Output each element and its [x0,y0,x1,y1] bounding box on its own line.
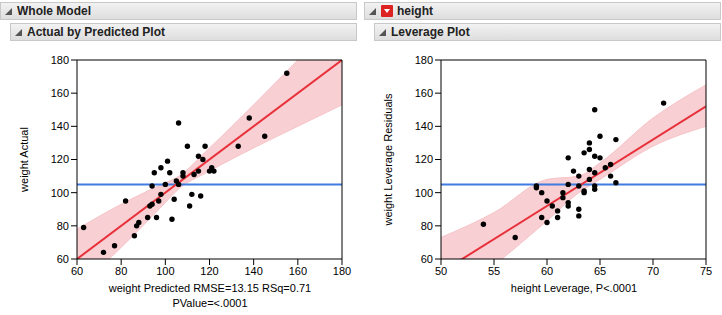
svg-text:65: 65 [594,265,606,277]
svg-text:weight Leverage Residuals: weight Leverage Residuals [382,93,394,227]
svg-text:60: 60 [57,253,69,265]
svg-text:160: 160 [415,87,433,99]
svg-text:80: 80 [115,265,127,277]
svg-text:70: 70 [647,265,659,277]
svg-text:180: 180 [333,265,351,277]
svg-text:80: 80 [421,220,433,232]
svg-text:60: 60 [541,265,553,277]
svg-text:75: 75 [700,265,712,277]
svg-text:120: 120 [200,265,218,277]
svg-text:160: 160 [289,265,307,277]
svg-text:60: 60 [421,253,433,265]
svg-text:140: 140 [415,120,433,132]
svg-text:55: 55 [488,265,500,277]
svg-text:180: 180 [51,54,69,66]
html-text:height Leverage, P<.0001: height Leverage, P<.0001 [510,282,638,294]
svg-text:100: 100 [156,265,174,277]
svg-text:120: 120 [51,153,69,165]
html-text:PValue=<.0001: PValue=<.0001 [172,297,248,309]
html-text:weight Predicted RMSE=13.15 RS: weight Predicted RMSE=13.15 RSq=0.71 [108,282,312,294]
svg-text:weight Actual: weight Actual [18,127,30,193]
svg-text:100: 100 [51,187,69,199]
svg-text:180: 180 [415,54,433,66]
svg-text:160: 160 [51,87,69,99]
svg-text:80: 80 [57,220,69,232]
svg-text:140: 140 [244,265,262,277]
svg-text:140: 140 [51,120,69,132]
html-text:Leverage Plot: Leverage Plot [391,25,470,39]
svg-text:60: 60 [71,265,83,277]
svg-text:100: 100 [415,187,433,199]
html-text:height: height [397,4,433,18]
svg-text:120: 120 [415,153,433,165]
html-text:Actual by Predicted Plot: Actual by Predicted Plot [27,25,165,39]
svg-text:50: 50 [435,265,447,277]
html-text:Whole Model: Whole Model [17,4,91,18]
